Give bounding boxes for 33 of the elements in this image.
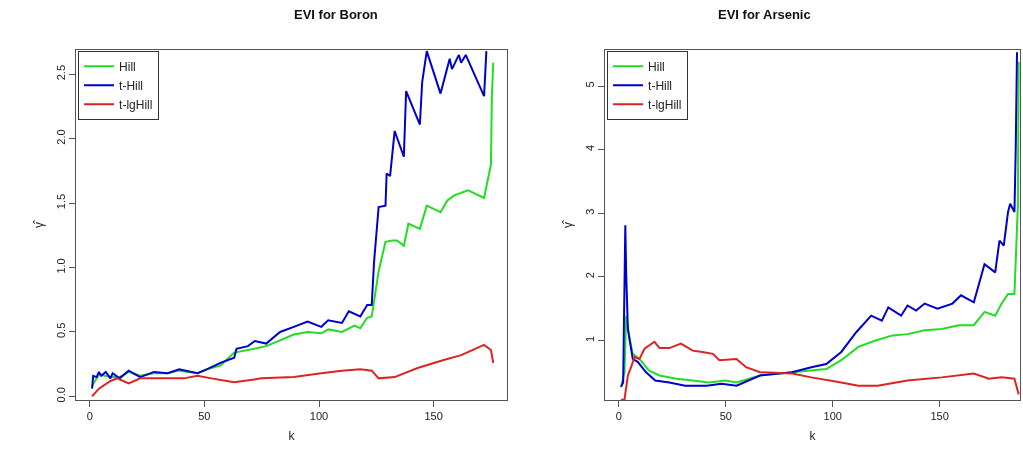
- y-tick-label: 0.5: [54, 322, 67, 338]
- y-axis-title: γ̂: [31, 220, 46, 229]
- chart-title: EVI for Boron: [294, 7, 378, 22]
- y-tick-label: 2: [583, 272, 596, 279]
- legend-label: t-Hill: [648, 78, 673, 93]
- x-tick-label: 0: [86, 410, 93, 423]
- y-tick-label: 2.5: [54, 64, 67, 81]
- legend-label: Hill: [119, 59, 136, 74]
- y-tick-label: 1.5: [54, 193, 67, 210]
- x-tick-label: 50: [198, 410, 211, 423]
- line-series: [91, 343, 495, 398]
- y-tick-label: 1.0: [54, 258, 67, 274]
- y-tick-label: 1: [583, 335, 596, 342]
- x-axis-title: k: [288, 429, 296, 444]
- x-tick-label: 50: [719, 410, 732, 423]
- x-tick-label: 150: [424, 410, 443, 423]
- x-tick-label: 0: [615, 410, 622, 423]
- legend-label: t-lgHill: [119, 97, 153, 112]
- x-tick-label: 100: [823, 410, 842, 423]
- x-tick-label: 150: [930, 410, 949, 423]
- y-axis-title: γ̂: [560, 220, 575, 229]
- y-tick-label: 0.0: [54, 387, 67, 403]
- x-axis-title: k: [809, 429, 817, 444]
- y-tick-label: 4: [583, 144, 596, 152]
- y-tick-label: 2.0: [54, 129, 67, 145]
- y-tick-label: 3: [583, 208, 596, 215]
- legend-label: t-Hill: [119, 78, 144, 93]
- legend-label: Hill: [648, 59, 665, 74]
- x-tick-label: 100: [309, 410, 329, 423]
- chart-title: EVI for Arsenic: [718, 7, 811, 22]
- legend-label: t-lgHill: [648, 97, 682, 112]
- line-series: [620, 340, 1020, 401]
- y-tick-label: 5: [583, 81, 596, 88]
